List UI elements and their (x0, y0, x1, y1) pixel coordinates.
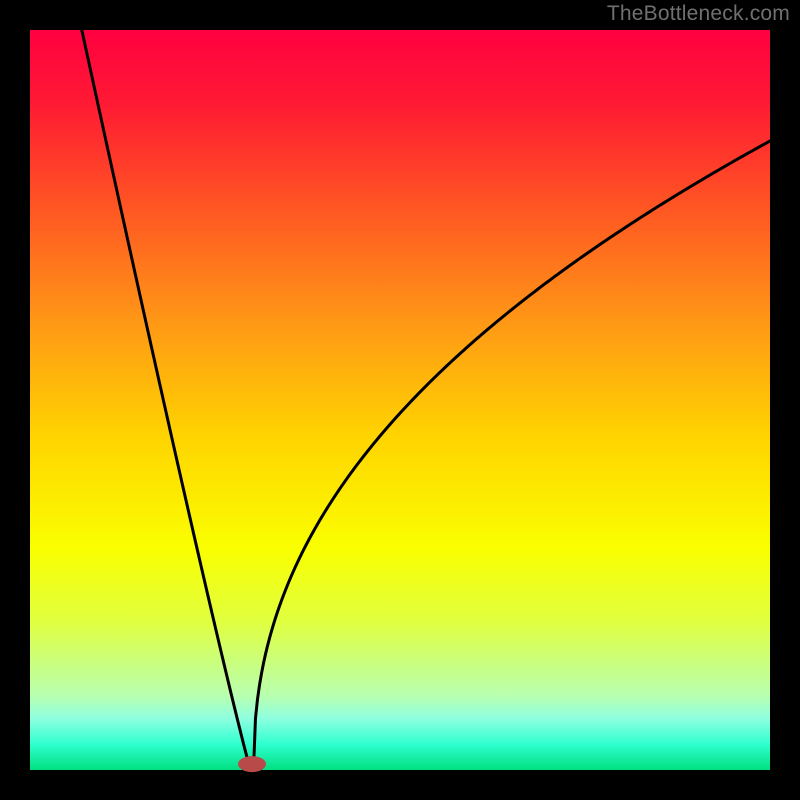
chart-stage: TheBottleneck.com (0, 0, 800, 800)
chart-plot-bg (30, 30, 770, 770)
watermark-text: TheBottleneck.com (607, 2, 790, 26)
valley-marker (238, 756, 266, 772)
chart-svg (0, 0, 800, 800)
